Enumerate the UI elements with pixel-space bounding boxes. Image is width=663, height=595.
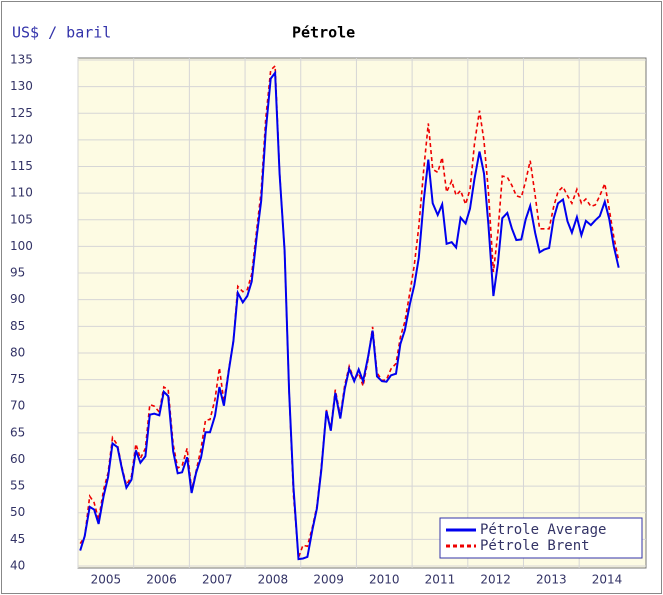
x-tick-label: 2006 [146, 573, 177, 587]
y-tick-label: 60 [10, 452, 25, 466]
chart-title: Pétrole [292, 24, 355, 42]
y-tick-label: 65 [10, 425, 25, 439]
y-tick-label: 50 [10, 505, 25, 519]
x-tick-label: 2013 [536, 573, 567, 587]
legend-box [439, 517, 643, 559]
y-tick-label: 135 [10, 53, 33, 67]
y-tick-label: 90 [10, 292, 25, 306]
y-tick-label: 55 [10, 479, 25, 493]
y-tick-label: 45 [10, 532, 25, 546]
y-tick-label: 40 [10, 559, 25, 573]
x-tick-label: 2010 [369, 573, 400, 587]
y-tick-label: 70 [10, 399, 25, 413]
y-tick-label: 100 [10, 239, 33, 253]
legend-label: Pétrole Average [480, 522, 606, 538]
y-tick-label: 120 [10, 132, 33, 146]
x-tick-label: 2012 [480, 573, 511, 587]
y-tick-label: 115 [10, 159, 33, 173]
y-tick-label: 75 [10, 372, 25, 386]
y-tick-label: 110 [10, 186, 33, 200]
x-tick-label: 2007 [202, 573, 233, 587]
x-tick-label: 2008 [258, 573, 289, 587]
grid: 40 45 50 55 60 65 70 75 80 85 90 95 100 105 110 115 120 1… [10, 53, 646, 587]
y-tick-label: 80 [10, 345, 25, 359]
x-tick-label: 2005 [91, 573, 122, 587]
y-tick-label: 85 [10, 319, 25, 333]
y-tick-label: 125 [10, 106, 33, 120]
series-line [79, 69, 620, 561]
y-tick-label: 95 [10, 266, 25, 280]
x-tick-label: 2014 [592, 573, 623, 587]
y-tick-label: 105 [10, 212, 33, 226]
y-tick-label: 130 [10, 79, 33, 93]
x-tick-label: 2009 [313, 573, 344, 587]
plot-area [77, 57, 647, 569]
legend-label: Pétrole Brent [480, 538, 590, 554]
lines [79, 64, 620, 561]
y-axis-label: US$ / baril [12, 24, 111, 42]
x-tick-label: 2011 [425, 573, 456, 587]
